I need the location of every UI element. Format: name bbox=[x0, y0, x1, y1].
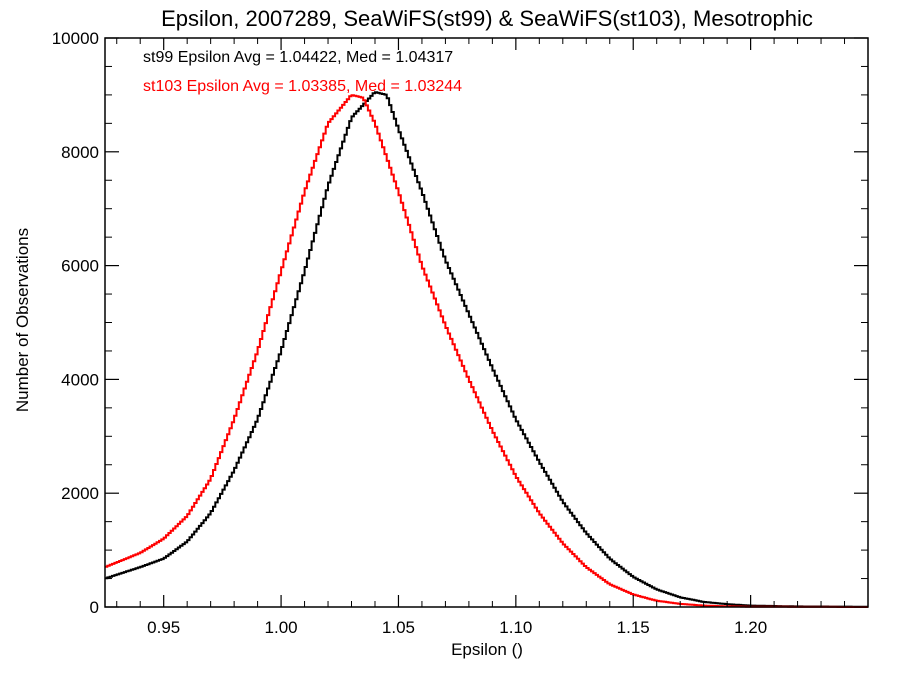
y-tick-label: 2000 bbox=[61, 484, 99, 503]
y-tick-label: 0 bbox=[90, 598, 99, 617]
y-tick-label: 6000 bbox=[61, 257, 99, 276]
chart-title: Epsilon, 2007289, SeaWiFS(st99) & SeaWiF… bbox=[161, 6, 813, 31]
y-tick-label: 10000 bbox=[52, 29, 99, 48]
series-line-0 bbox=[105, 91, 868, 608]
x-tick-label: 1.15 bbox=[617, 618, 650, 637]
annotation-st103: st103 Epsilon Avg = 1.03385, Med = 1.032… bbox=[143, 78, 462, 95]
y-tick-label: 4000 bbox=[61, 370, 99, 389]
series-line-1 bbox=[105, 94, 868, 608]
x-tick-label: 1.00 bbox=[265, 618, 298, 637]
plot-frame bbox=[104, 37, 869, 608]
series-layer bbox=[105, 91, 868, 608]
ticks-layer: 0.95 1.00 1.05 1.10 1.15 1.20 0 2000 4000 6000 800… bbox=[52, 29, 868, 637]
x-axis-label: Epsilon () bbox=[451, 640, 523, 659]
annotation-st99: st99 Epsilon Avg = 1.04422, Med = 1.0431… bbox=[143, 49, 453, 66]
x-tick-label: 1.10 bbox=[499, 618, 532, 637]
y-tick-label: 8000 bbox=[61, 143, 99, 162]
x-tick-label: 1.20 bbox=[734, 618, 767, 637]
y-axis-label: Number of Observations bbox=[13, 228, 32, 412]
x-tick-label: 1.05 bbox=[382, 618, 415, 637]
x-tick-label: 0.95 bbox=[147, 618, 180, 637]
